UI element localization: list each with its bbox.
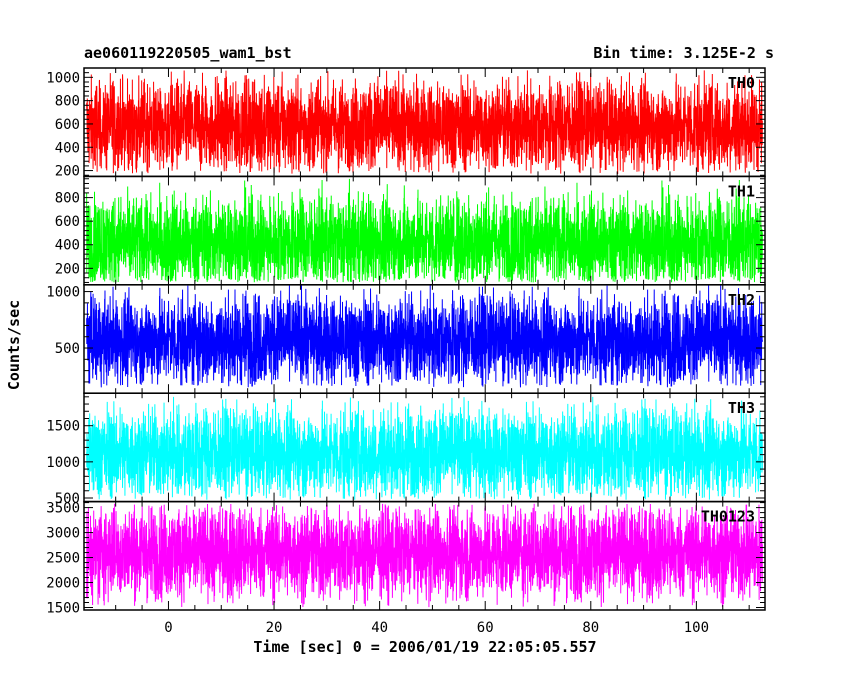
y-tick-label: 2500	[46, 551, 80, 567]
panel-label-th3: TH3	[728, 399, 755, 417]
panel-label-th0: TH0	[728, 74, 755, 92]
x-tick-label: 0	[164, 620, 172, 636]
series-line-th3	[86, 396, 763, 500]
x-tick-label: 80	[582, 620, 599, 636]
observation-title: ae060119220505_wam1_bst	[84, 44, 292, 62]
y-tick-label: 200	[55, 164, 80, 180]
y-tick-label: 600	[55, 117, 80, 133]
panel-label-th0123: TH0123	[701, 508, 755, 526]
y-tick-label: 600	[55, 214, 80, 230]
y-axis-label: Counts/sec	[5, 299, 23, 391]
x-tick-label: 20	[266, 620, 283, 636]
y-tick-label: 800	[55, 191, 80, 207]
y-tick-label: 3500	[46, 501, 80, 517]
x-tick-label: 40	[371, 620, 388, 636]
y-tick-label: 1000	[46, 285, 80, 301]
panel-frame-th0123	[83, 500, 766, 611]
y-tick-label: 3000	[46, 526, 80, 542]
x-tick-label: 100	[684, 620, 709, 636]
y-tick-label: 1500	[46, 419, 80, 435]
bin-time-label: Bin time: 3.125E-2 s	[593, 44, 774, 62]
y-tick-label: 400	[55, 140, 80, 156]
y-tick-label: 1000	[46, 70, 80, 86]
panel-label-th2: TH2	[728, 291, 755, 309]
series-line-th1	[86, 178, 763, 283]
panel-label-th1: TH1	[728, 182, 755, 200]
y-tick-label: 200	[55, 261, 80, 277]
y-tick-label: 2000	[46, 576, 80, 592]
y-tick-label: 1000	[46, 455, 80, 471]
x-tick-label: 60	[477, 620, 494, 636]
x-axis-label: Time [sec] 0 = 2006/01/19 22:05:05.557	[253, 638, 597, 656]
y-tick-label: 500	[55, 491, 80, 507]
y-tick-label: 800	[55, 94, 80, 110]
series-line-th0	[86, 70, 763, 175]
series-line-th2	[86, 284, 763, 388]
series-line-th0123	[86, 503, 763, 608]
y-tick-label: 1500	[46, 601, 80, 617]
y-tick-label: 500	[55, 341, 80, 357]
y-tick-label: 400	[55, 238, 80, 254]
